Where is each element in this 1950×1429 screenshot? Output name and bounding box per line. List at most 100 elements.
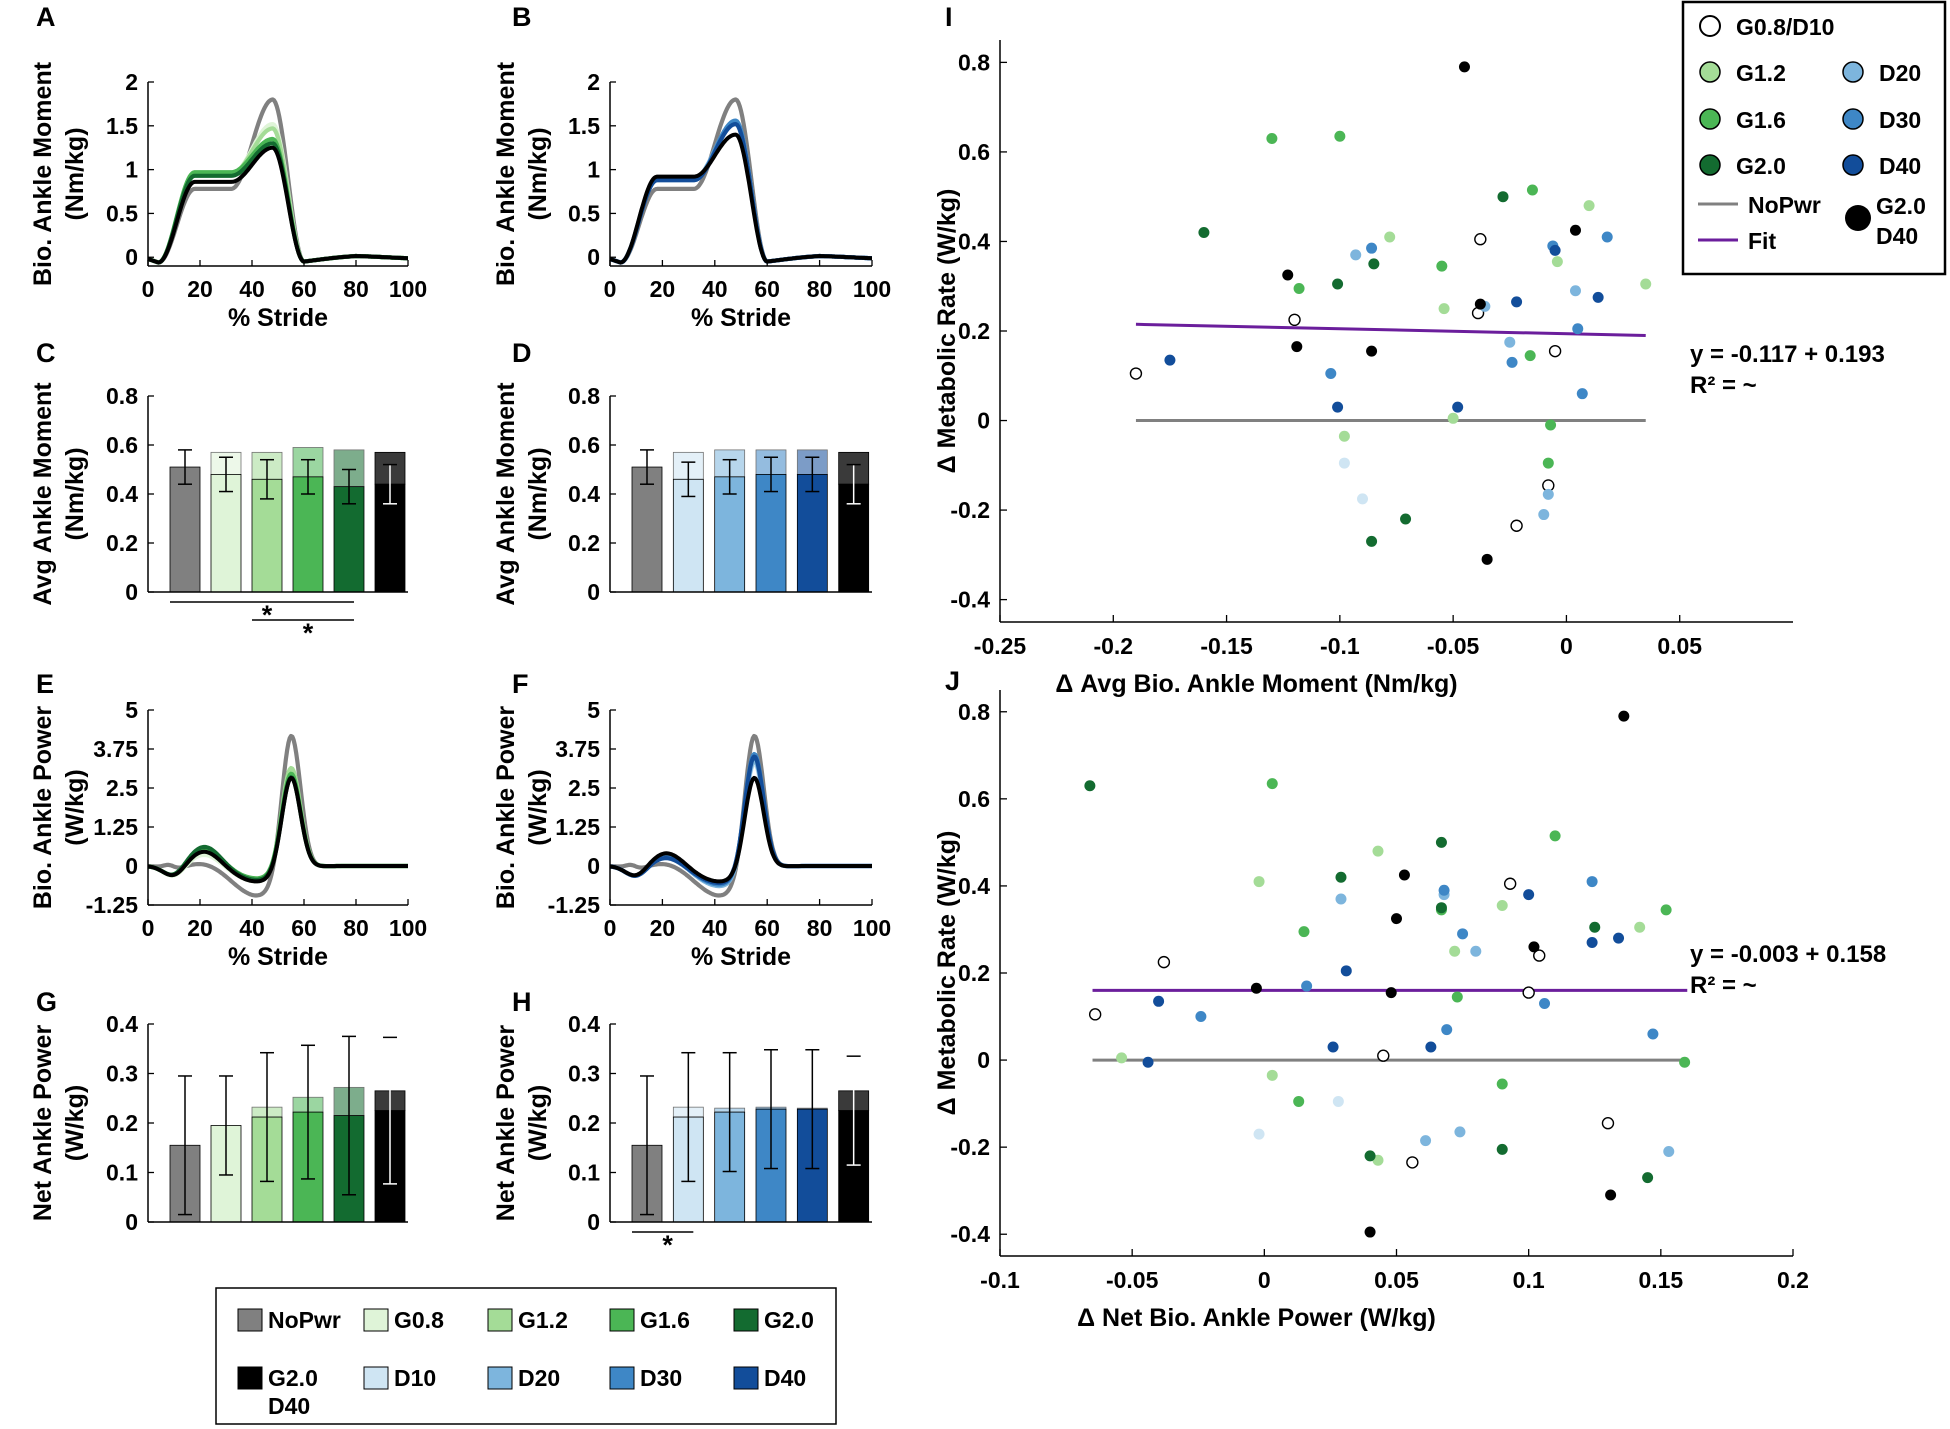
scatter-point-D40 (1511, 296, 1523, 308)
legend-swatch-G0.8 (363, 1308, 389, 1332)
y-tick-label: 1 (125, 157, 138, 183)
y-tick-label: 0 (587, 1209, 600, 1235)
legend-label: D40 (1876, 223, 1918, 249)
y-tick-label: 1.25 (555, 814, 600, 840)
scatter-point-D30 (1325, 368, 1337, 380)
scatter-point-D40 (1523, 889, 1535, 901)
y-axis-label: Avg Ankle Moment (492, 382, 520, 606)
panel-label: H (512, 987, 532, 1017)
scatter-point-G1.6 (1679, 1056, 1691, 1068)
y-tick-label: 1.5 (568, 113, 600, 139)
panel-J: J -0.4 -0.2 0 0.2 0.4 0.6 0.8 -0.1 -0.05 0 0.05 0.1 0… (933, 666, 1886, 1332)
legend-swatch-D20 (487, 1366, 513, 1390)
y-tick-label: 0.4 (958, 873, 990, 899)
y-axis-label-units: (W/kg) (61, 769, 89, 845)
y-axis-label-units: (W/kg) (524, 1085, 552, 1161)
y-tick-label: -0.2 (950, 497, 990, 523)
scatter-point-G1.6 (1298, 926, 1310, 938)
scatter-point-D10 (1253, 1128, 1265, 1140)
scatter-point-G2.0 (1084, 780, 1096, 792)
x-tick-label: -0.05 (1106, 1267, 1159, 1293)
legend-label: D20 (1879, 60, 1921, 86)
scatter-point-D40 (1586, 937, 1598, 949)
y-axis-label-units: (Nm/kg) (524, 127, 552, 220)
legend-label: G1.2 (1736, 60, 1786, 86)
x-tick-label: 0.05 (1374, 1267, 1419, 1293)
scatter-point-G2.0 (1335, 871, 1347, 883)
y-axis-label: Bio. Ankle Power (492, 706, 520, 910)
scatter-point-D10 (1338, 457, 1350, 469)
x-axis-label: Δ Avg Bio. Ankle Moment (Nm/kg) (1055, 670, 1457, 698)
legend-swatch-G2.0D40 (237, 1366, 263, 1390)
legend-label: D40 (764, 1365, 806, 1391)
y-tick-label: 1.25 (93, 814, 138, 840)
x-tick-label: 0 (142, 915, 155, 941)
x-tick-label: 100 (389, 915, 427, 941)
scatter-point-G0.8 (1510, 519, 1523, 532)
scatter-point-G2.0 (1198, 227, 1210, 239)
significance-star: * (662, 1230, 673, 1260)
y-tick-label: -1.25 (86, 892, 139, 918)
x-tick-label: 100 (853, 915, 891, 941)
x-tick-label: 60 (291, 915, 317, 941)
panel-label: I (945, 2, 953, 32)
x-tick-label: 40 (702, 276, 728, 302)
y-tick-label: 0.6 (958, 139, 990, 165)
scatter-point-G0.8 (1533, 949, 1546, 962)
x-tick-label: -0.1 (980, 1267, 1020, 1293)
series-line-NoPwr (609, 733, 873, 898)
y-tick-label: 0 (125, 244, 138, 270)
scatter-point-G1.6 (1545, 419, 1557, 431)
bar-bio-G1.6 (292, 476, 324, 593)
scatter-point-G1.6 (1526, 184, 1538, 196)
y-tick-label: 3.75 (555, 736, 600, 762)
y-tick-label: 0.4 (106, 1011, 138, 1037)
scatter-point-G1.2 (1640, 278, 1652, 290)
x-tick-label: -0.2 (1093, 633, 1133, 659)
legend-label: G0.8 (394, 1307, 444, 1333)
legend-label: G2.0 (1736, 153, 1786, 179)
y-axis-label: Net Ankle Power (492, 1025, 520, 1222)
y-tick-label: -0.4 (950, 1221, 990, 1247)
x-tick-label: -0.1 (1320, 633, 1360, 659)
x-tick-label: 60 (754, 276, 780, 302)
scatter-point-G1.6 (1293, 1095, 1305, 1107)
panel-label: E (36, 669, 54, 699)
y-tick-label: 0.2 (106, 530, 138, 556)
bar-bio-D20 (714, 476, 746, 593)
scatter-point-D30 (1301, 980, 1313, 992)
y-tick-label: 0.8 (568, 383, 600, 409)
panel-label: D (512, 338, 532, 368)
legend-swatch-G1.2 (487, 1308, 513, 1332)
y-tick-label: 0 (125, 1209, 138, 1235)
legend-label: G1.6 (640, 1307, 690, 1333)
scatter-point-G1.6 (1266, 132, 1278, 144)
scatter-point-G0.8 (1548, 344, 1562, 358)
scatter-point-G1.6 (1542, 457, 1554, 469)
x-tick-label: 60 (754, 915, 780, 941)
y-tick-label: 0.5 (568, 200, 600, 226)
series-line-G2.0D40 (609, 132, 873, 265)
fit-line (1135, 322, 1646, 337)
fit-r-squared: R² = ~ (1690, 972, 1757, 999)
scatter-point-G0.8 (1157, 955, 1171, 969)
y-tick-label: 0 (125, 579, 138, 605)
scatter-point-G1.6 (1266, 778, 1278, 790)
legend-label: Fit (1748, 228, 1776, 254)
x-tick-label: 0 (1560, 633, 1573, 659)
legend-swatch-NoPwr (237, 1308, 263, 1332)
y-axis-label: Bio. Ankle Moment (492, 61, 520, 286)
scatter-point-G2.0D40 (1605, 1189, 1617, 1201)
panel-label: A (36, 2, 56, 32)
fit-r-squared: R² = ~ (1690, 372, 1757, 399)
y-tick-label: 0.4 (568, 1011, 600, 1037)
scatter-point-D20 (1538, 509, 1550, 521)
legend-label: D20 (518, 1365, 560, 1391)
y-tick-label: 0.2 (568, 530, 600, 556)
legend-swatch-G1.6 (609, 1308, 635, 1332)
scatter-point-D30 (1506, 356, 1518, 368)
scatter-point-D30 (1457, 928, 1469, 940)
